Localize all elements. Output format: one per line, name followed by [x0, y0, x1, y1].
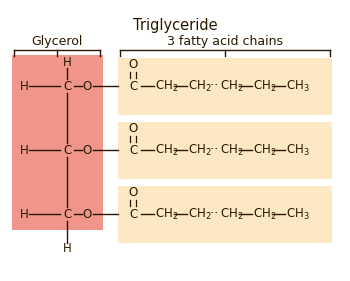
Text: C: C — [63, 144, 71, 157]
Text: CH$_2$: CH$_2$ — [155, 78, 178, 94]
Bar — [118, 58, 332, 115]
Text: O: O — [82, 144, 92, 157]
Bar — [12, 55, 103, 230]
Text: CH$_2$: CH$_2$ — [188, 207, 212, 221]
Text: 3 fatty acid chains: 3 fatty acid chains — [167, 35, 283, 49]
Text: C: C — [63, 207, 71, 221]
Text: CH$_2$: CH$_2$ — [220, 78, 244, 94]
Text: O: O — [82, 80, 92, 92]
Text: O: O — [82, 207, 92, 221]
Text: C: C — [129, 207, 137, 221]
Text: Glycerol: Glycerol — [31, 35, 83, 49]
Text: CH$_2$: CH$_2$ — [220, 207, 244, 221]
Text: H: H — [63, 56, 71, 69]
Text: Triglyceride: Triglyceride — [133, 18, 217, 33]
Text: O: O — [128, 58, 138, 71]
Text: O: O — [128, 123, 138, 135]
Text: CH$_3$: CH$_3$ — [286, 78, 310, 94]
Bar — [118, 186, 332, 243]
Bar — [118, 122, 332, 179]
Text: CH$_2$: CH$_2$ — [188, 78, 212, 94]
Text: C: C — [129, 80, 137, 92]
Text: H: H — [20, 144, 28, 157]
Text: CH$_3$: CH$_3$ — [286, 207, 310, 221]
Text: ···: ··· — [207, 144, 219, 157]
Text: CH$_3$: CH$_3$ — [286, 142, 310, 158]
Text: H: H — [20, 207, 28, 221]
Text: CH$_2$: CH$_2$ — [220, 142, 244, 158]
Text: CH$_2$: CH$_2$ — [155, 207, 178, 221]
Text: O: O — [128, 187, 138, 200]
Text: C: C — [129, 144, 137, 157]
Text: CH$_2$: CH$_2$ — [155, 142, 178, 158]
Text: ···: ··· — [207, 207, 219, 221]
Text: C: C — [63, 80, 71, 92]
Text: ···: ··· — [207, 80, 219, 92]
Text: CH$_2$: CH$_2$ — [253, 207, 276, 221]
Text: H: H — [63, 241, 71, 255]
Text: CH$_2$: CH$_2$ — [253, 142, 276, 158]
Text: CH$_2$: CH$_2$ — [253, 78, 276, 94]
Text: CH$_2$: CH$_2$ — [188, 142, 212, 158]
Text: H: H — [20, 80, 28, 92]
